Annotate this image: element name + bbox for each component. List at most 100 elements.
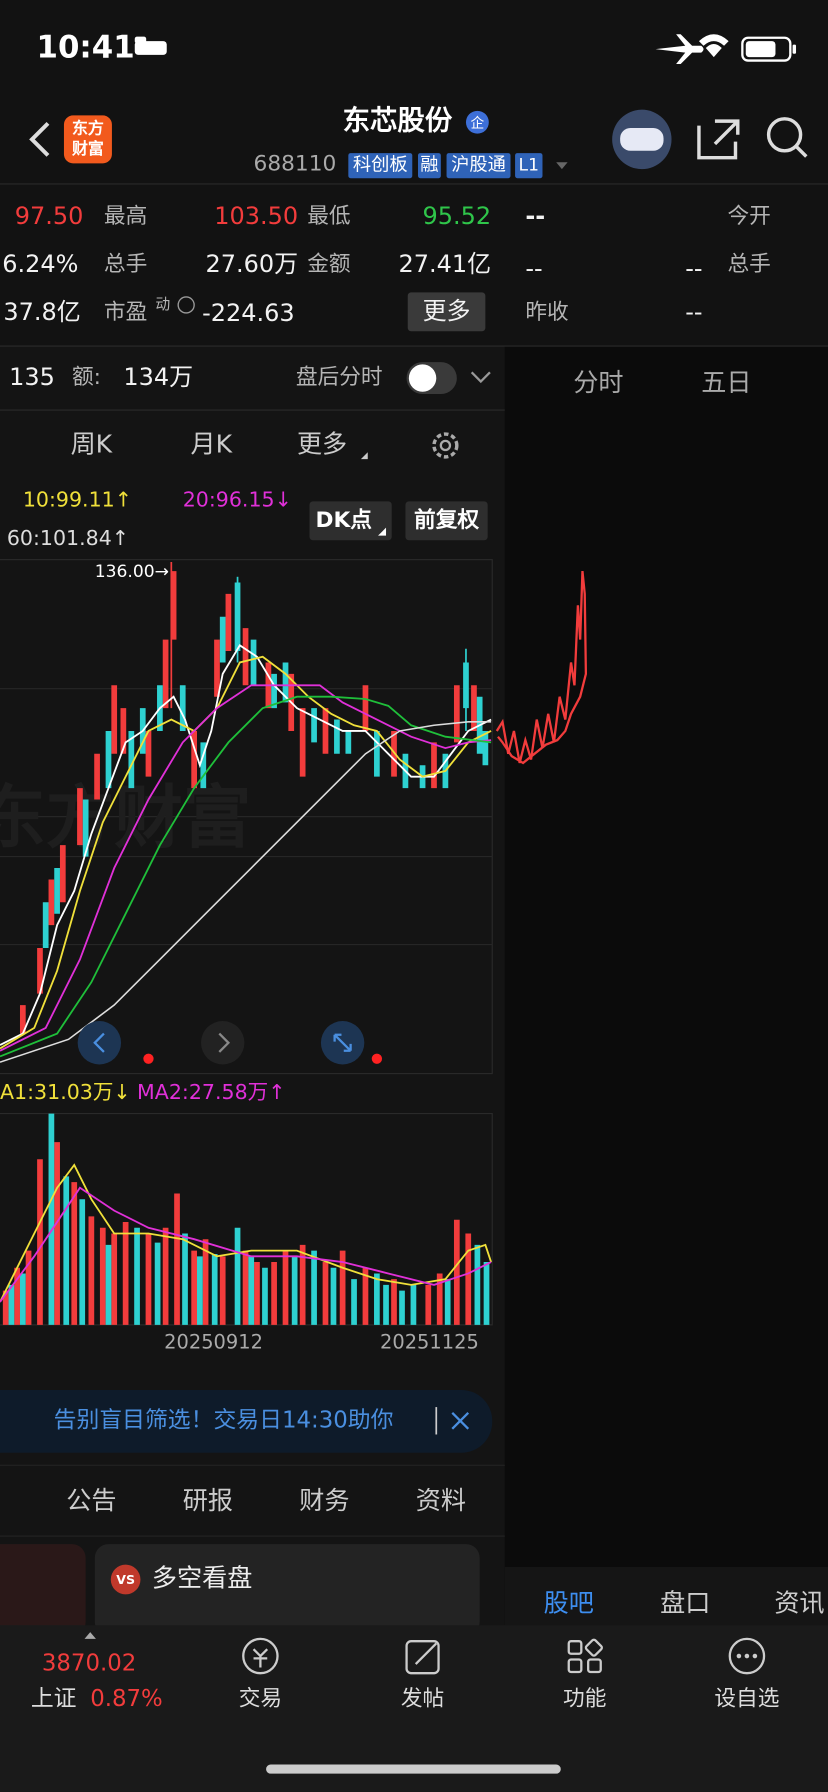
quote-label: 金额 <box>307 252 351 277</box>
status-icons <box>134 34 797 65</box>
search-button[interactable] <box>766 117 803 153</box>
volume-chart <box>0 1112 493 1326</box>
dk-button-text: DK点 <box>316 507 373 533</box>
share-button[interactable] <box>697 119 740 160</box>
settings-button[interactable] <box>432 432 459 459</box>
period-tab[interactable]: 月K <box>190 429 232 458</box>
fullscreen-icon <box>333 1033 352 1052</box>
more-button[interactable] <box>407 292 486 332</box>
tag-text: L1 <box>519 156 539 176</box>
quote-label: 总手 <box>104 252 147 277</box>
card-badge-bg <box>110 1564 141 1595</box>
nav-bar <box>0 1625 828 1792</box>
banner[interactable] <box>0 1389 493 1453</box>
ma20-line <box>0 684 492 1052</box>
quote-value: -- <box>525 255 542 283</box>
dropdown-arrow <box>378 527 387 536</box>
logo-text: 东方 <box>72 119 104 138</box>
dot <box>143 1053 154 1064</box>
nav-left-icon <box>93 1032 105 1053</box>
chart-tab[interactable]: 五日 <box>701 368 751 397</box>
nav-item[interactable]: 交易 <box>239 1686 282 1711</box>
index-change[interactable]: 0.87% <box>90 1686 163 1712</box>
tag-text: 科创板 <box>353 155 408 176</box>
ma-label: 10:99.11↑ <box>23 487 132 511</box>
bottom-tab[interactable]: 资讯 <box>774 1589 824 1618</box>
nav-item[interactable]: 发帖 <box>401 1686 444 1711</box>
quote-value: 6.24% <box>2 250 78 278</box>
info-tab[interactable]: 公告 <box>66 1486 116 1515</box>
high-marker: 136.00→ <box>95 562 169 582</box>
stock-code: 688110 <box>254 152 337 177</box>
tag <box>515 153 543 179</box>
date-label: 20250912 <box>164 1331 263 1354</box>
quote-label-sup: 动 <box>155 296 170 313</box>
back-button[interactable] <box>29 121 50 157</box>
volume-up <box>2 1142 472 1325</box>
quote-value: -- <box>525 202 545 230</box>
ma-label: 60:101.84↑ <box>7 526 129 550</box>
index-value[interactable]: 3870.02 <box>42 1651 136 1677</box>
volume-ma-label: MA2:27.58万↑ <box>137 1080 285 1104</box>
nav-left-button[interactable] <box>77 1021 122 1065</box>
period-tab[interactable]: 更多 <box>297 429 347 458</box>
volume-ma1 <box>0 1163 492 1303</box>
info-tab[interactable]: 研报 <box>183 1486 233 1515</box>
nav-right-icon <box>218 1032 231 1053</box>
adjust-button[interactable] <box>405 501 488 541</box>
ma30-line <box>0 695 492 1058</box>
volume-ma2 <box>0 1186 492 1303</box>
clock: 10:41 <box>37 30 135 66</box>
tag <box>417 153 441 179</box>
card[interactable] <box>0 1544 86 1636</box>
dropdown-arrow[interactable] <box>556 162 568 170</box>
quote-value: 27.41亿 <box>398 250 491 278</box>
volume-down <box>8 1113 490 1325</box>
quote-label: 昨收 <box>525 300 568 325</box>
volume: 135 <box>9 363 55 391</box>
nav-right-button[interactable] <box>201 1021 245 1065</box>
logo[interactable] <box>63 115 112 164</box>
info-tab[interactable]: 财务 <box>299 1486 349 1515</box>
quote-value: 37.8亿 <box>3 298 80 326</box>
amount: 134万 <box>123 363 193 391</box>
adjust-button-text: 前复权 <box>414 507 479 533</box>
quote-label: 总手 <box>727 252 770 277</box>
chart-tab[interactable]: 分时 <box>573 368 623 397</box>
logo-text: 财富 <box>72 139 104 158</box>
robot-face <box>620 127 664 151</box>
expand-arrow[interactable] <box>470 371 491 384</box>
tag <box>348 153 413 179</box>
badge: 企 <box>471 114 485 131</box>
volume-ma-label: A1:31.03万↓ <box>0 1080 131 1104</box>
quote-value: 27.60万 <box>205 250 298 278</box>
banner-close[interactable] <box>451 1411 470 1430</box>
bottom-tab[interactable]: 盘口 <box>660 1589 710 1618</box>
period-tab[interactable]: 周K <box>71 429 113 458</box>
ma-label: 20:96.15↓ <box>183 487 292 511</box>
nav-icons <box>242 1637 766 1675</box>
banner-text: 告别盲目筛选！交易日14:30助你 <box>54 1407 394 1433</box>
stock-name: 东芯股份 <box>343 105 453 137</box>
right-panel <box>504 346 828 1626</box>
quote-label: 最低 <box>307 204 350 229</box>
info-icon[interactable] <box>177 296 195 314</box>
index-arrow <box>84 1632 96 1639</box>
amount-label: 额: <box>72 365 101 390</box>
card[interactable] <box>94 1544 480 1636</box>
index-name[interactable]: 上证 <box>31 1686 77 1712</box>
nav-item[interactable]: 设自选 <box>714 1686 779 1711</box>
bottom-tab[interactable]: 股吧 <box>544 1589 594 1618</box>
info-tab[interactable]: 资料 <box>416 1486 466 1515</box>
dk-button[interactable] <box>309 501 392 541</box>
kline-chart: 东方财富 136.00→ <box>0 559 493 1075</box>
toggle-knob <box>408 364 437 392</box>
tag-text: 融 <box>420 155 438 176</box>
quote-label: 最高 <box>104 204 147 229</box>
quote-label: 今开 <box>727 204 770 229</box>
dropdown-arrow <box>360 452 368 460</box>
nav-item[interactable]: 功能 <box>563 1686 606 1711</box>
tag-text: 沪股通 <box>451 155 506 176</box>
